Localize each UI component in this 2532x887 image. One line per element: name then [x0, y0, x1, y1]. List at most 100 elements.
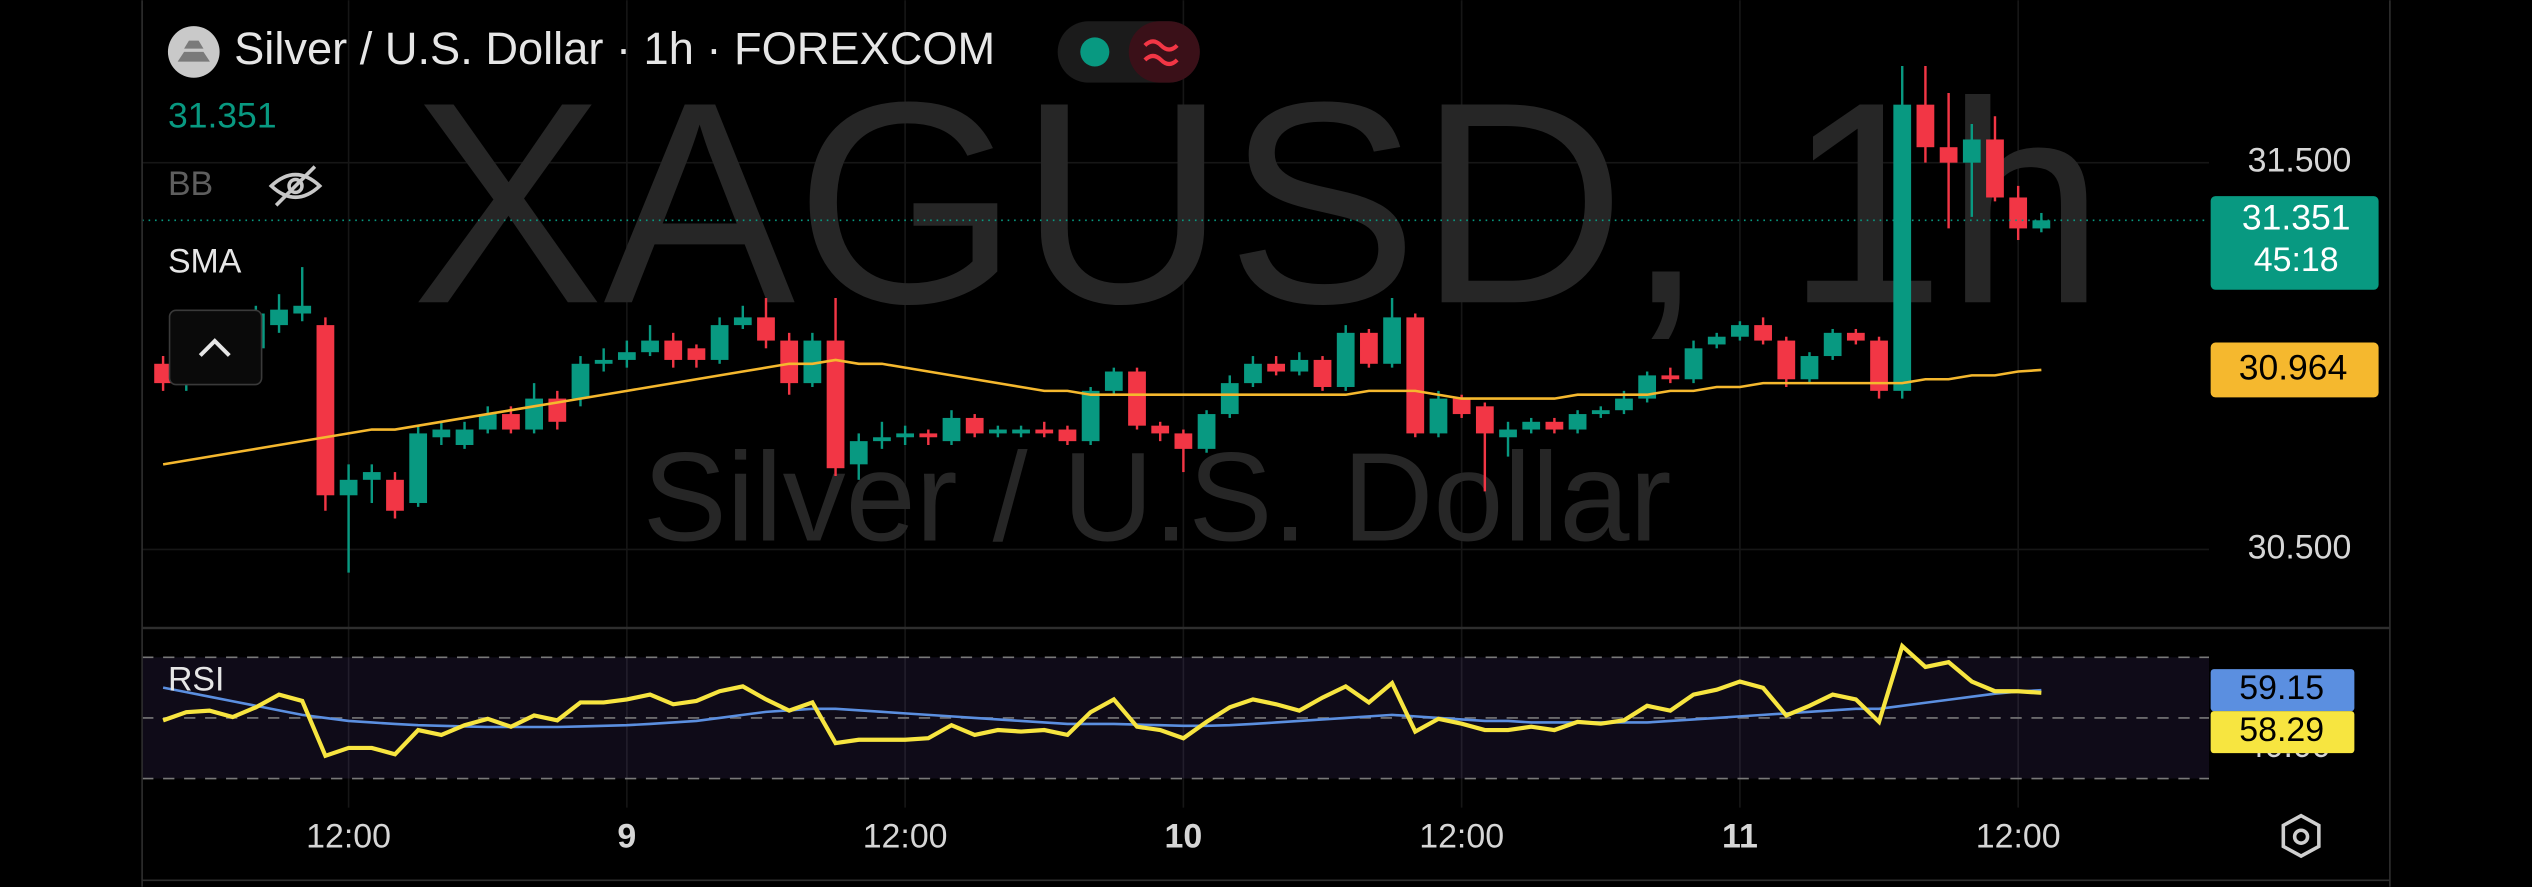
sma-tag-label: 30.964 [2239, 347, 2348, 387]
x-tick-label: 11 [1722, 817, 1758, 855]
sma-tag [2210, 342, 2379, 398]
candle-body [757, 317, 775, 341]
candle-body [1962, 139, 1981, 163]
candle-body [687, 348, 706, 360]
candle-body [1475, 406, 1494, 434]
candle-body [733, 317, 752, 326]
collapse-button[interactable] [168, 309, 263, 386]
rsi-tag-label: 58.29 [2239, 711, 2324, 749]
candle-body [803, 340, 822, 384]
candle-body [339, 479, 358, 496]
candle-body [525, 398, 543, 430]
candle-body [1939, 147, 1958, 163]
axis: 12:00 9 12:00 10 12:00 11 12:00 30.500 31.500 31.… [306, 142, 2379, 855]
candle-body [270, 309, 288, 326]
candle-body [1058, 429, 1077, 442]
candle-body [1383, 317, 1401, 364]
candle-body [1406, 317, 1425, 434]
candle-body [1522, 421, 1541, 430]
candle-body [316, 325, 335, 496]
candle-body [502, 414, 520, 430]
candle-body [386, 479, 404, 511]
candle-body [1267, 363, 1286, 372]
candle-body [1313, 359, 1332, 387]
x-tick-label: 12:00 [863, 817, 948, 855]
candle-body [362, 472, 381, 480]
price-tag [2210, 196, 2379, 290]
indicator-label[interactable]: SMA [168, 242, 242, 280]
candle-body [617, 352, 636, 360]
candle-body [571, 363, 590, 399]
hide-icon[interactable] [268, 165, 323, 207]
x-tick-label: 12:00 [1419, 817, 1504, 855]
status-pill [1128, 21, 1200, 83]
candle-body [1731, 325, 1749, 337]
rsi-line [162, 686, 2042, 729]
candle-body [1452, 398, 1471, 415]
candle-body [1244, 363, 1262, 384]
candle-body [919, 433, 938, 438]
indicator-label[interactable]: BB [168, 165, 213, 203]
rsi-tag-label: 59.15 [2239, 669, 2324, 707]
candle-body [1012, 429, 1030, 434]
candle-body [896, 433, 915, 438]
x-tick-label: 9 [617, 817, 636, 855]
candle-body [1545, 421, 1564, 430]
candle-body [664, 340, 683, 360]
candle-body [1754, 325, 1772, 341]
last-price: 31.351 [168, 96, 277, 136]
candle-body [873, 437, 891, 442]
candle-body [1823, 332, 1842, 357]
countdown: 45:18 [2254, 241, 2339, 279]
chart-title[interactable]: Silver / U.S. Dollar · 1h · FOREXCOM [234, 23, 995, 74]
candle-body [293, 305, 312, 314]
candle-body [2032, 220, 2051, 229]
candle-body [1128, 371, 1146, 426]
candle-body [1777, 340, 1796, 380]
candle-body [849, 441, 868, 465]
candle-body [1661, 375, 1680, 380]
candle-body [1151, 425, 1170, 434]
candle-body [1846, 332, 1865, 341]
candle-body [594, 359, 613, 364]
candle-body [1615, 398, 1633, 411]
candle-body [432, 429, 451, 438]
candle-body [1499, 429, 1517, 438]
candle-body [1568, 414, 1587, 430]
candle-body [1800, 356, 1819, 380]
candle-body [478, 414, 497, 430]
symbol-icon [167, 26, 220, 78]
pane-separator [142, 626, 2390, 630]
candle-body [780, 340, 799, 384]
symbol-icon [177, 40, 210, 62]
candle-body [988, 429, 1007, 434]
candle-body [1081, 390, 1100, 442]
candle-body [1684, 348, 1703, 380]
candle-body [1916, 104, 1935, 148]
wave-icon [1143, 39, 1179, 67]
price-pane [142, 65, 2210, 573]
settings-icon[interactable] [2281, 813, 2321, 859]
candle-body [1174, 433, 1193, 449]
rsi-line [162, 642, 2042, 759]
candle-body [1220, 383, 1239, 415]
market-open-dot [1080, 37, 1110, 67]
candle-body [641, 340, 659, 353]
rsi-tag [2210, 669, 2355, 712]
x-tick-label: 12:00 [306, 817, 391, 855]
candle-body [942, 417, 961, 442]
candle-body [154, 363, 172, 384]
chevron [198, 338, 231, 357]
indicator-label[interactable]: RSI [168, 661, 225, 699]
candle-body [1707, 336, 1726, 345]
y-tick-label: 30.500 [2248, 528, 2352, 566]
candle-body [1197, 414, 1216, 449]
watermark-subtitle: Silver / U.S. Dollar [643, 427, 1672, 568]
candle-body [455, 429, 474, 446]
candle-body [1893, 104, 1912, 391]
candle-body [1429, 398, 1448, 434]
price-tag-label: 31.351 [2242, 198, 2351, 238]
candle-body [710, 325, 729, 360]
